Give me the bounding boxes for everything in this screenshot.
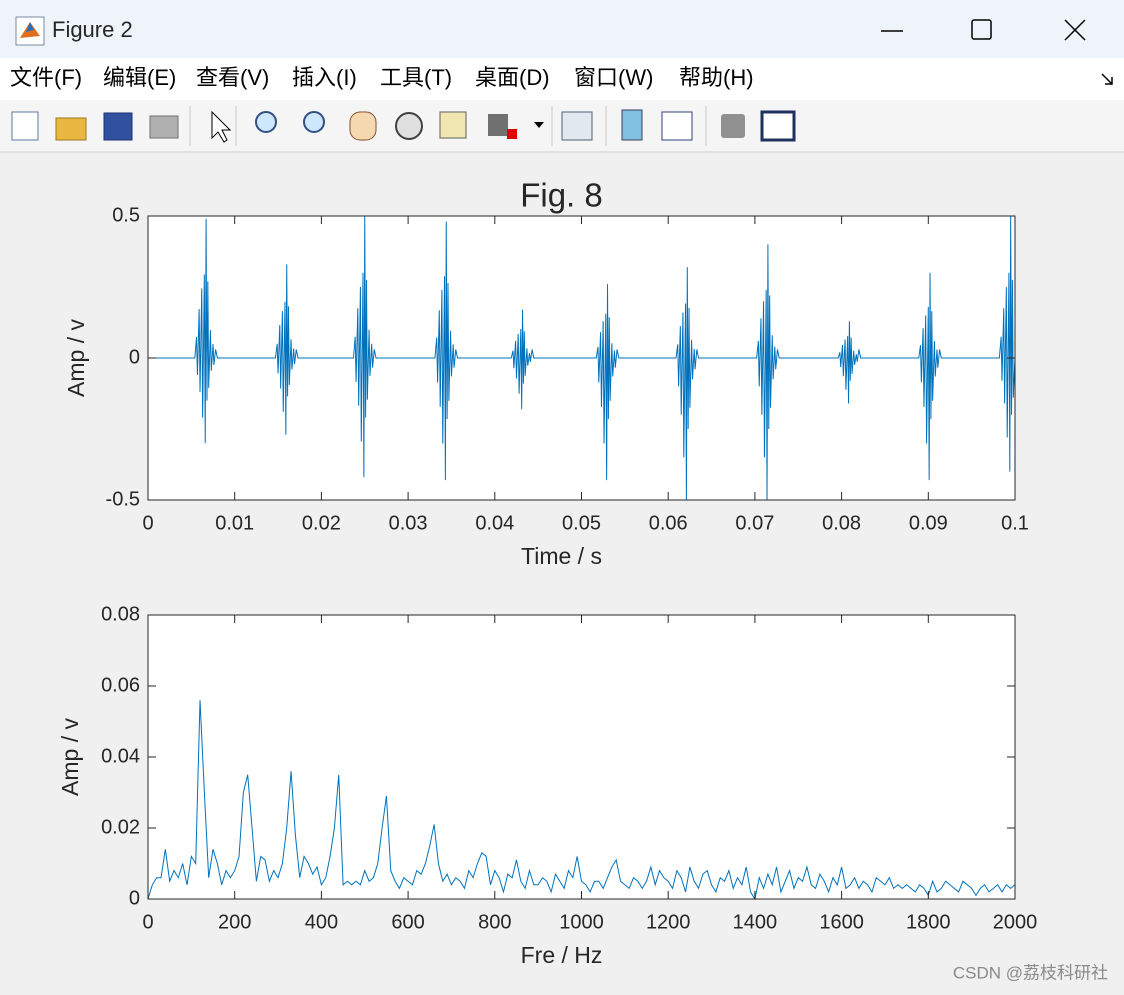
menu-bar bbox=[0, 58, 1124, 100]
menu-item[interactable]: 文件(F) bbox=[10, 65, 82, 90]
x-tick-label: 0 bbox=[142, 911, 153, 933]
x-tick-label: 1000 bbox=[559, 911, 604, 933]
y-axis-label: Amp / v bbox=[57, 718, 83, 796]
brush-dropdown[interactable] bbox=[534, 122, 544, 128]
tool-brush[interactable] bbox=[488, 114, 508, 136]
tool-hide[interactable] bbox=[721, 114, 745, 138]
x-tick-label: 0.07 bbox=[735, 512, 774, 534]
menu-item[interactable]: 编辑(E) bbox=[103, 65, 176, 90]
x-tick-label: 0.1 bbox=[1001, 512, 1029, 534]
x-axis-label: Fre / Hz bbox=[521, 942, 603, 968]
x-tick-label: 800 bbox=[478, 911, 511, 933]
y-tick-label: 0.02 bbox=[101, 816, 140, 838]
window-title: Figure 2 bbox=[52, 17, 133, 42]
x-tick-label: 1800 bbox=[906, 911, 951, 933]
tool-new[interactable] bbox=[11, 111, 39, 141]
y-axis-label: Amp / v bbox=[63, 319, 89, 397]
x-tick-label: 1600 bbox=[819, 911, 864, 933]
tool-link[interactable] bbox=[561, 111, 593, 141]
signal-line bbox=[148, 215, 1016, 501]
tool-open[interactable] bbox=[55, 117, 87, 141]
watermark: CSDN @荔枝科研社 bbox=[953, 963, 1108, 982]
x-tick-label: 0.01 bbox=[215, 512, 254, 534]
tool-datatip[interactable] bbox=[439, 111, 467, 139]
x-tick-label: 600 bbox=[391, 911, 424, 933]
tool-pointer[interactable] bbox=[211, 110, 232, 143]
y-tick-label: 0 bbox=[129, 346, 140, 368]
y-tick-label: 0.06 bbox=[101, 674, 140, 696]
x-tick-label: 0.09 bbox=[909, 512, 948, 534]
tool-show[interactable] bbox=[760, 110, 796, 142]
tool-save[interactable] bbox=[103, 112, 133, 141]
chart-title: Fig. 8 bbox=[520, 177, 603, 214]
x-tick-label: 0.02 bbox=[302, 512, 341, 534]
tool-print[interactable] bbox=[149, 115, 179, 139]
x-tick-label: 0.03 bbox=[389, 512, 428, 534]
menu-item[interactable]: 桌面(D) bbox=[475, 65, 550, 90]
x-tick-label: 0.04 bbox=[475, 512, 514, 534]
y-tick-label: 0.08 bbox=[101, 603, 140, 625]
tool-pan[interactable] bbox=[349, 111, 377, 141]
x-tick-label: 2000 bbox=[993, 911, 1038, 933]
x-tick-label: 1400 bbox=[733, 911, 778, 933]
close-button[interactable] bbox=[1064, 19, 1086, 41]
menu-item[interactable]: 工具(T) bbox=[380, 65, 452, 90]
title-bar bbox=[0, 0, 1124, 58]
tool-legend[interactable] bbox=[661, 111, 693, 141]
y-tick-label: 0.04 bbox=[101, 745, 140, 767]
app-icon bbox=[15, 16, 45, 46]
x-tick-label: 0.06 bbox=[649, 512, 688, 534]
tool-colorbar[interactable] bbox=[621, 109, 643, 141]
menu-item[interactable]: 插入(I) bbox=[292, 65, 357, 90]
toolbar-icons bbox=[11, 106, 796, 146]
dock-arrow[interactable] bbox=[1101, 73, 1113, 85]
menu-item[interactable]: 帮助(H) bbox=[679, 65, 754, 90]
x-tick-label: 400 bbox=[305, 911, 338, 933]
menu-item[interactable]: 查看(V) bbox=[196, 65, 269, 90]
x-tick-label: 0.05 bbox=[562, 512, 601, 534]
tool-zoom-out[interactable] bbox=[303, 111, 325, 133]
x-axis-label: Time / s bbox=[521, 543, 602, 569]
menu-item[interactable]: 窗口(W) bbox=[574, 65, 653, 90]
tool-rotate[interactable] bbox=[395, 112, 423, 140]
maximize-button[interactable] bbox=[971, 19, 992, 40]
tool-zoom-in[interactable] bbox=[255, 111, 277, 133]
y-tick-label: -0.5 bbox=[106, 488, 140, 510]
x-tick-label: 1200 bbox=[646, 911, 691, 933]
y-tick-label: 0 bbox=[129, 887, 140, 909]
x-tick-label: 0.08 bbox=[822, 512, 861, 534]
y-tick-label: 0.5 bbox=[112, 204, 140, 226]
signal-line bbox=[147, 700, 1016, 901]
x-tick-label: 0 bbox=[142, 512, 153, 534]
x-tick-label: 200 bbox=[218, 911, 251, 933]
brush-color bbox=[507, 129, 517, 139]
plot-area bbox=[148, 615, 1015, 899]
